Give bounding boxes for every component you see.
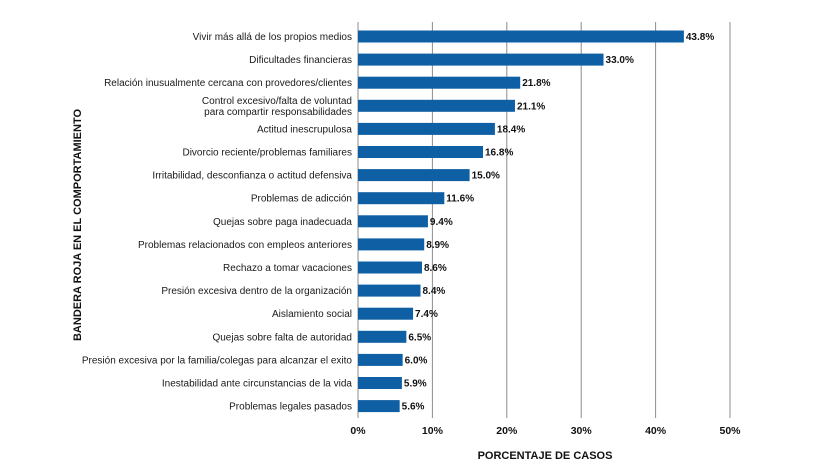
category-label-line: Divorcio reciente/problemas familiares — [182, 148, 352, 159]
value-label: 6.0% — [405, 355, 428, 366]
bar — [358, 192, 445, 205]
category-labels: Vivir más allá de los propios medios Difi… — [82, 32, 353, 413]
category-label-line: Problemas de adicción — [251, 194, 352, 205]
category-label-line: Irritabilidad, desconfianza o actitud de… — [152, 171, 352, 182]
value-label: 8.6% — [424, 263, 447, 274]
x-tick-label: 10% — [422, 425, 444, 437]
category-label: Actitud inescrupulosa — [257, 124, 352, 135]
category-label: Problemas de adicción — [251, 194, 352, 205]
bars — [358, 30, 684, 413]
bar — [358, 76, 521, 89]
category-label-line: Relación inusualmente cercana con proved… — [104, 78, 352, 89]
bar — [358, 330, 407, 343]
value-label: 8.4% — [422, 286, 445, 297]
value-label: 6.5% — [408, 332, 431, 343]
value-label: 8.9% — [426, 240, 449, 251]
category-label-line: Presión excesiva por la familia/colegas … — [82, 355, 353, 366]
category-label-line: Inestabilidad ante circunstancias de la … — [162, 379, 353, 390]
value-label: 5.6% — [402, 402, 425, 413]
category-label: Aislamiento social — [272, 309, 352, 320]
category-label-line: Control excesivo/falta de voluntad — [202, 96, 352, 107]
value-label: 11.6% — [446, 194, 474, 205]
category-label-line: Quejas sobre paga inadecuada — [213, 217, 352, 228]
bar — [358, 284, 421, 297]
value-label: 33.0% — [606, 55, 634, 66]
bar — [358, 53, 604, 66]
bar — [358, 99, 515, 112]
value-label: 5.9% — [404, 379, 427, 390]
category-label-line: para compartir responsabilidades — [204, 107, 352, 118]
bar — [358, 146, 483, 158]
category-label-line: Problemas legales pasados — [229, 402, 352, 413]
x-tick-label: 40% — [645, 425, 667, 437]
value-label: 21.1% — [517, 101, 545, 112]
value-label: 18.4% — [497, 124, 525, 135]
category-label: Divorcio reciente/problemas familiares — [182, 148, 352, 159]
category-label: Vivir más allá de los propios medios — [193, 32, 352, 43]
value-label: 15.0% — [472, 171, 500, 182]
category-label: Presión excesiva por la familia/colegas … — [82, 355, 353, 366]
category-label: Problemas relacionados con empleos anter… — [138, 240, 352, 251]
category-label: Irritabilidad, desconfianza o actitud de… — [152, 171, 352, 182]
bar — [358, 169, 470, 182]
category-label-line: Quejas sobre falta de autoridad — [212, 332, 352, 343]
value-label: 9.4% — [430, 217, 453, 228]
category-label: Quejas sobre paga inadecuada — [213, 217, 352, 228]
bar — [358, 377, 402, 389]
category-label-line: Rechazo a tomar vacaciones — [223, 263, 352, 274]
y-axis-title: BANDERA ROJA EN EL COMPORTAMIENTO — [72, 109, 84, 341]
bar — [358, 30, 684, 43]
category-label-line: Dificultades financieras — [249, 55, 352, 66]
category-label: Presión excesiva dentro de la organizaci… — [161, 286, 352, 297]
category-label: Relación inusualmente cercana con proved… — [104, 78, 352, 89]
x-tick-label: 0% — [350, 425, 366, 437]
x-axis-title: PORCENTAJE DE CASOS — [478, 450, 613, 462]
category-label-line: Actitud inescrupulosa — [257, 124, 352, 135]
x-tick-labels: 0% 10% 20% 30% 40% 50% — [350, 425, 741, 437]
category-label: Problemas legales pasados — [229, 402, 352, 413]
category-label: Quejas sobre falta de autoridad — [212, 332, 352, 343]
bar — [358, 122, 495, 135]
category-label-line: Aislamiento social — [272, 309, 352, 320]
category-label-line: Vivir más allá de los propios medios — [193, 32, 352, 43]
bar — [358, 261, 422, 274]
bar — [358, 400, 400, 413]
category-label: Inestabilidad ante circunstancias de la … — [162, 379, 353, 390]
category-label-line: Problemas relacionados con empleos anter… — [138, 240, 352, 251]
bar — [358, 307, 414, 320]
category-label: Rechazo a tomar vacaciones — [223, 263, 352, 274]
bar — [358, 238, 425, 251]
value-label: 16.8% — [485, 148, 513, 159]
value-label: 7.4% — [415, 309, 438, 320]
category-label: Dificultades financieras — [249, 55, 352, 66]
category-label: Control excesivo/falta de voluntad para c… — [202, 96, 352, 118]
bar — [358, 215, 428, 228]
category-label-line: Presión excesiva dentro de la organizaci… — [161, 286, 352, 297]
bar — [358, 353, 403, 366]
x-tick-label: 30% — [571, 425, 593, 437]
x-tick-label: 50% — [719, 425, 741, 437]
value-label: 21.8% — [522, 78, 550, 89]
x-tick-label: 20% — [496, 425, 518, 437]
value-labels: 43.8% 33.0% 21.8% 21.1% 18.4% 16.8% 15.0% 11.6%… — [402, 32, 715, 413]
value-label: 43.8% — [686, 32, 714, 43]
